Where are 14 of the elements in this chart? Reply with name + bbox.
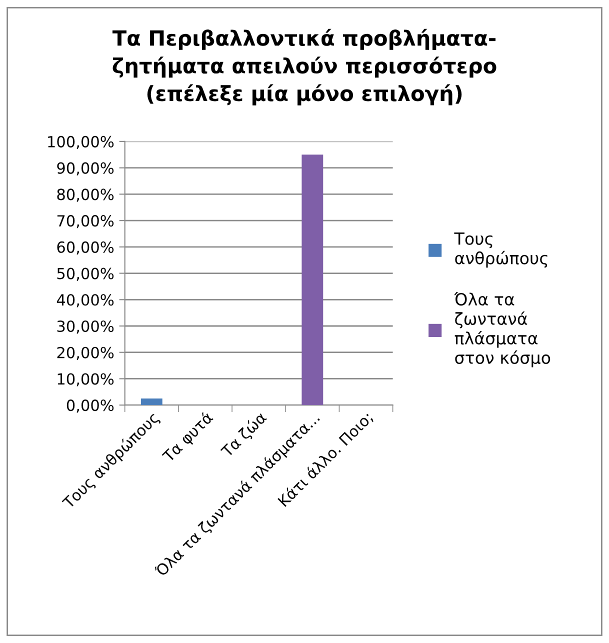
y-tick-label: 30,00% [57, 320, 114, 334]
y-tick-label: 100,00% [48, 136, 114, 150]
y-tick-label: 60,00% [57, 241, 114, 254]
y-tick-label: 50,00% [57, 268, 114, 281]
y-tick-label: 90,00% [57, 162, 114, 176]
y-tick-label: 10,00% [58, 373, 114, 386]
y-tick-label: 70,00% [57, 215, 114, 228]
y-tick-label: 20,00% [57, 346, 114, 360]
y-tick-label: 40,00% [56, 294, 114, 308]
chart-title: Τα Περιβαλλοντικά προβλήματα- ζητήματα απειλούν περισσότερο (επέλεξε μία μόνο επιλογή) [112, 28, 496, 106]
legend-label: Τους ανθρώπους [454, 232, 548, 268]
legend-label: Όλα τα ζωντανά πλάσματα στον κόσμο [454, 292, 550, 368]
y-tick-label: 80,00% [57, 188, 114, 202]
y-tick-label: 0,00% [66, 400, 114, 413]
